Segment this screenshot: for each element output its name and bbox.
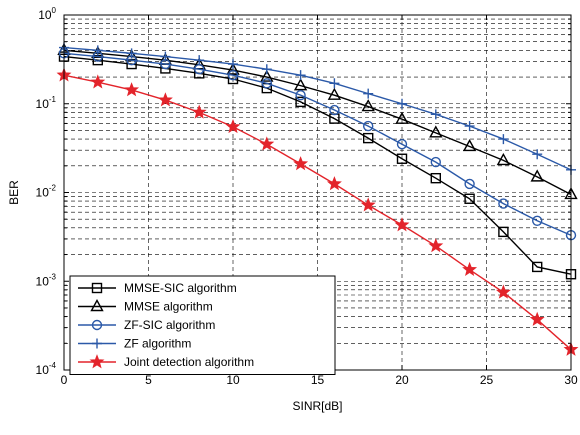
marker-star	[191, 104, 207, 119]
marker-plus	[329, 78, 340, 89]
series-1	[57, 42, 578, 200]
marker-square	[464, 193, 475, 204]
y-axis-label: BER	[7, 180, 21, 205]
marker-square	[91, 282, 103, 294]
x-tick-label: 25	[480, 373, 494, 387]
marker-triangle	[530, 169, 544, 182]
series-line	[63, 52, 572, 236]
marker-triangle	[260, 69, 274, 82]
y-tick-label: 10-1	[36, 95, 57, 111]
x-tick-label: 0	[61, 373, 68, 387]
legend-label: Joint detection algorithm	[124, 355, 254, 369]
legend-label: ZF-SIC algorithm	[124, 318, 215, 332]
legend-item: ZF-SIC algorithm	[78, 318, 215, 332]
axis-ticks: 0 5 10 15 20 25 30 10-4 10-3 10-2 10-1 100	[36, 6, 578, 387]
marker-star	[529, 311, 545, 326]
x-tick-label: 30	[564, 373, 578, 387]
marker-circle	[295, 89, 306, 101]
marker-plus	[92, 45, 103, 56]
marker-plus	[194, 55, 205, 66]
marker-triangle	[293, 78, 308, 91]
series-line	[63, 49, 572, 196]
marker-plus	[295, 70, 306, 81]
legend: MMSE-SIC algorithm MMSE algorithm ZF-SIC a…	[69, 275, 336, 375]
marker-circle	[498, 198, 509, 209]
marker-triangle	[361, 99, 375, 112]
marker-triangle	[327, 87, 342, 100]
marker-square	[532, 261, 543, 273]
marker-plus	[228, 59, 238, 70]
marker-plus	[430, 109, 441, 120]
marker-plus	[363, 88, 374, 99]
series-4	[56, 67, 579, 356]
marker-star	[462, 261, 478, 277]
marker-plus	[464, 121, 475, 132]
marker-triangle	[429, 125, 443, 138]
legend-label: ZF algorithm	[124, 337, 191, 351]
legend-label: MMSE algorithm	[124, 300, 213, 314]
x-tick-label: 5	[145, 373, 152, 387]
legend-item: ZF algorithm	[78, 337, 191, 351]
marker-square	[430, 172, 441, 184]
marker-circle	[329, 104, 340, 116]
series-3	[59, 42, 576, 175]
marker-plus	[261, 64, 272, 75]
legend-label: MMSE-SIC algorithm	[124, 281, 237, 295]
marker-plus	[126, 48, 137, 59]
marker-circle	[261, 78, 272, 89]
marker-star	[293, 156, 309, 171]
marker-circle	[227, 69, 239, 81]
legend-item: MMSE-SIC algorithm	[78, 281, 237, 295]
marker-star	[124, 82, 140, 97]
marker-square	[295, 96, 306, 108]
marker-star	[157, 92, 173, 107]
marker-triangle	[226, 62, 240, 75]
marker-square	[498, 226, 509, 238]
marker-plus	[160, 51, 171, 62]
marker-square	[92, 54, 104, 66]
marker-plus	[498, 134, 509, 145]
marker-star	[428, 238, 444, 253]
legend-item: Joint detection algorithm	[78, 354, 254, 369]
marker-plus	[92, 338, 102, 349]
marker-star	[259, 136, 275, 151]
marker-square	[396, 153, 408, 164]
x-tick-label: 15	[311, 373, 325, 387]
series-line	[63, 74, 572, 351]
x-tick-label: 10	[226, 373, 240, 387]
marker-triangle	[496, 152, 511, 166]
marker-plus	[532, 149, 543, 160]
marker-triangle	[462, 139, 477, 152]
y-tick-label: 10-2	[36, 184, 57, 200]
y-tick-label: 10-3	[36, 272, 57, 288]
marker-triangle	[395, 111, 409, 124]
y-tick-label: 100	[38, 6, 56, 22]
marker-star	[225, 118, 241, 134]
marker-circle	[430, 156, 441, 168]
marker-triangle	[90, 299, 104, 312]
series-line	[63, 55, 572, 275]
marker-star	[326, 176, 342, 191]
marker-circle	[464, 178, 475, 190]
marker-star	[90, 74, 106, 89]
x-tick-label: 20	[395, 373, 409, 387]
marker-circle	[363, 120, 374, 132]
marker-plus	[397, 98, 407, 109]
marker-star	[394, 217, 410, 232]
x-axis-label: SINR[dB]	[292, 399, 342, 413]
marker-circle	[396, 139, 408, 150]
marker-star	[360, 197, 376, 212]
data-series	[56, 42, 579, 356]
marker-square	[363, 132, 374, 144]
marker-circle	[532, 215, 543, 226]
series-line	[63, 46, 572, 171]
marker-circle	[91, 319, 103, 331]
marker-star	[495, 284, 511, 299]
marker-star	[89, 354, 105, 369]
legend-item: MMSE algorithm	[78, 299, 213, 314]
y-tick-label: 10-4	[36, 361, 57, 377]
